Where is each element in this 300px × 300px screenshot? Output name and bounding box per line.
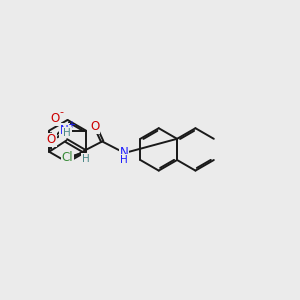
Text: O: O xyxy=(47,134,56,146)
Text: H: H xyxy=(120,155,128,165)
Text: Cl: Cl xyxy=(62,151,74,164)
Text: O: O xyxy=(90,120,100,133)
Text: -: - xyxy=(60,107,64,117)
Text: N: N xyxy=(120,146,128,159)
Text: H: H xyxy=(63,128,71,138)
Text: H: H xyxy=(82,154,89,164)
Text: N: N xyxy=(60,124,69,137)
Text: O: O xyxy=(51,112,60,125)
Text: +: + xyxy=(67,120,75,130)
